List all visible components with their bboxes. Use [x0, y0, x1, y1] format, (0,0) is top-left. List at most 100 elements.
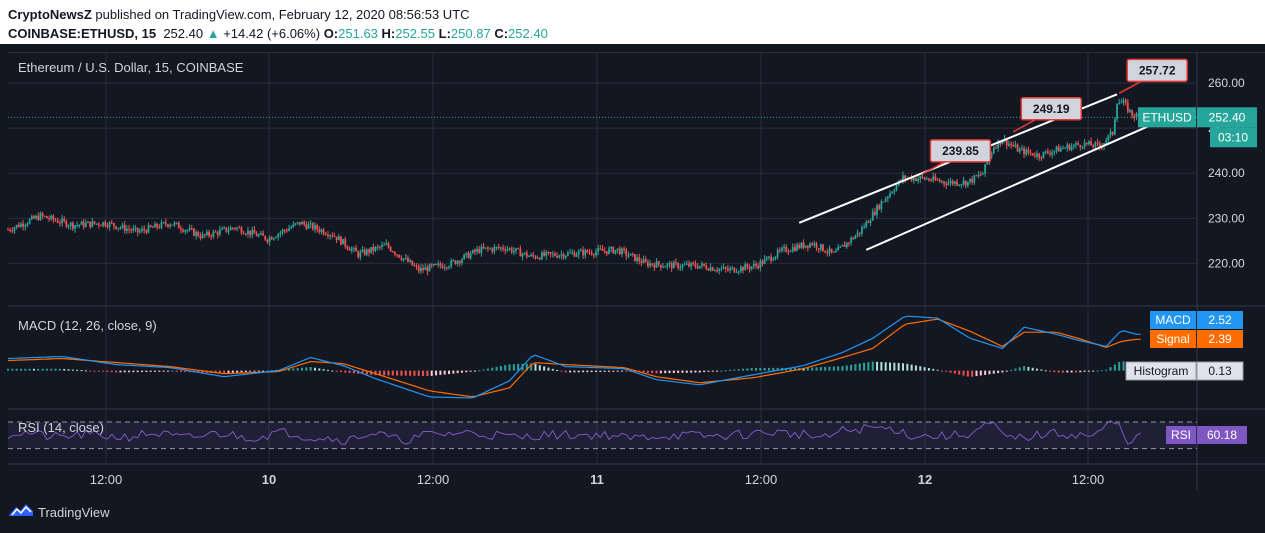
candle-body — [819, 244, 822, 250]
histogram-bar — [270, 370, 273, 372]
histogram-bar — [76, 369, 79, 371]
histogram-bar — [7, 368, 9, 371]
histogram-bar — [724, 370, 727, 372]
candle-body — [396, 254, 399, 256]
histogram-bar — [166, 370, 169, 372]
histogram-bar — [54, 368, 57, 371]
candle-body — [236, 227, 239, 229]
histogram-bar — [1087, 370, 1090, 372]
candle-body — [1023, 148, 1025, 155]
tradingview-brand[interactable]: TradingView — [38, 505, 110, 520]
candle-body — [538, 257, 541, 260]
histogram-bar — [296, 368, 299, 371]
histogram-bar — [1044, 370, 1047, 372]
open-label: O: — [323, 26, 339, 41]
candle-body — [394, 252, 396, 255]
candle-body — [731, 267, 734, 269]
publisher-name[interactable]: CryptoNewsZ — [8, 7, 92, 22]
candle-body — [835, 250, 837, 253]
histogram-bar — [179, 370, 182, 372]
histogram-bar — [603, 370, 606, 372]
histogram-bar — [50, 368, 53, 371]
histogram-bar — [707, 370, 710, 372]
candle-body — [175, 222, 178, 224]
histogram-bar — [832, 366, 835, 371]
candle-body — [61, 218, 63, 224]
candle-body — [415, 265, 418, 267]
histogram-bar — [975, 370, 978, 377]
x-tick-label: 12:00 — [1072, 472, 1105, 487]
histogram-bar — [32, 368, 35, 371]
candle-body — [255, 233, 258, 237]
candle-body — [11, 230, 14, 232]
candle-body — [739, 266, 742, 272]
candle-body — [973, 175, 976, 183]
candle-body — [515, 248, 517, 251]
histogram-bar — [655, 370, 658, 374]
candle-body — [707, 269, 710, 271]
candle-body — [13, 227, 16, 231]
histogram-bar — [789, 367, 792, 371]
histogram-bar — [197, 370, 200, 373]
chart-canvas[interactable]: 12:00 10 12:00 11 12:00 12 12:00 220.00 230.00 24… — [0, 44, 1265, 490]
candle-body — [1072, 145, 1075, 147]
y-tick-label: 230.00 — [1208, 211, 1245, 225]
candle-body — [729, 268, 731, 271]
price-callout[interactable] — [929, 139, 992, 163]
histogram-bar — [162, 370, 165, 372]
candle-body — [305, 224, 308, 229]
candle-body — [828, 248, 831, 253]
tradingview-logo-icon[interactable] — [8, 502, 34, 518]
histogram-bar — [413, 370, 416, 376]
histogram-bar — [508, 364, 511, 371]
price-callout[interactable] — [1020, 97, 1082, 121]
price-callout[interactable] — [1126, 58, 1188, 83]
candle-body — [631, 253, 634, 255]
candle-body — [925, 178, 928, 180]
histogram-bar — [543, 366, 546, 371]
histogram-bar — [1105, 369, 1108, 371]
histogram-value-badge — [1196, 361, 1244, 381]
histogram-bar — [616, 370, 619, 372]
macd-badge-text: MACD — [1155, 313, 1191, 327]
histogram-bar — [1027, 366, 1030, 371]
histogram-bar — [1048, 370, 1051, 372]
lower-channel-line[interactable] — [865, 118, 1165, 251]
candle-body — [1085, 142, 1088, 145]
histogram-bar — [923, 367, 926, 371]
low-value: 250.87 — [450, 26, 491, 41]
candle-body — [385, 243, 388, 245]
candle-body — [400, 257, 403, 260]
candle-body — [439, 263, 442, 266]
candle-body — [737, 271, 740, 273]
x-tick-label: 12 — [918, 472, 932, 487]
candle-body — [270, 237, 273, 240]
candle-body — [456, 261, 459, 265]
candle-body — [679, 267, 682, 269]
histogram-bar — [231, 370, 234, 373]
candle-body — [1111, 131, 1114, 135]
histogram-bar — [266, 370, 269, 372]
histogram-bar — [884, 362, 887, 371]
candle-body — [627, 255, 630, 257]
candle-body — [346, 246, 349, 249]
histogram-bar — [244, 370, 247, 372]
candle-body — [164, 222, 167, 225]
candle-body — [1010, 143, 1012, 146]
countdown-text: 03:10 — [1218, 130, 1248, 144]
candle-body — [597, 248, 600, 252]
candle-body — [69, 222, 72, 226]
histogram-bar — [841, 366, 844, 371]
histogram-bar — [1061, 370, 1064, 373]
candle-body — [579, 249, 582, 252]
candle-body — [376, 246, 379, 248]
histogram-bar — [448, 370, 451, 375]
candle-body — [962, 180, 965, 185]
candle-body — [746, 264, 749, 268]
histogram-bar — [538, 365, 541, 371]
candle-body — [694, 263, 697, 267]
histogram-bar — [569, 370, 572, 373]
histogram-bar — [383, 370, 386, 376]
candle-body — [458, 261, 461, 263]
candle-body — [902, 175, 904, 181]
